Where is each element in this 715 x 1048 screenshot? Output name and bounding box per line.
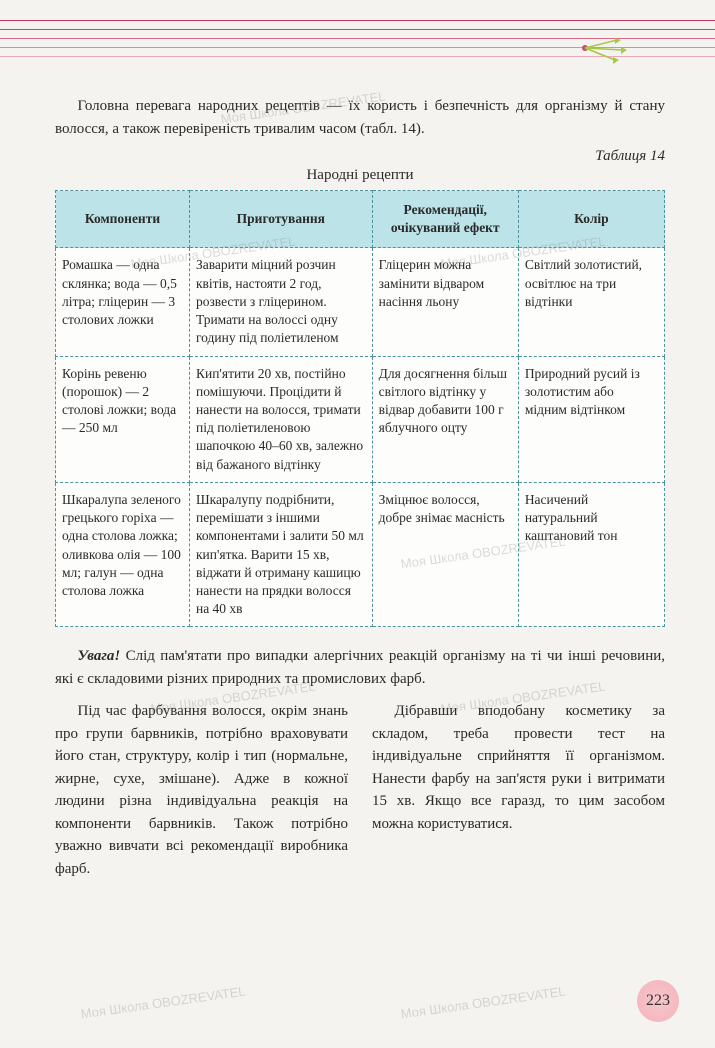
intro-paragraph: Головна перевага народних рецептів — їх … <box>55 95 665 140</box>
table-cell: Кип'ятити 20 хв, постійно помішуючи. Про… <box>189 356 372 482</box>
table-header-cell: Приготування <box>189 191 372 248</box>
table-cell: Ромашка — одна склянка; вода — 0,5 літра… <box>56 248 190 356</box>
table-number-label: Таблиця 14 <box>55 148 665 165</box>
table-cell: Заварити міцний розчин квітів, настояти … <box>189 248 372 356</box>
table-cell: Корінь ревеню (порошок) — 2 столові ложк… <box>56 356 190 482</box>
page-number: 223 <box>646 992 670 1010</box>
table-cell: Гліцерин можна замінити відваром насіння… <box>372 248 518 356</box>
attention-label: Увага! <box>78 648 121 664</box>
two-column-layout: Під час фарбування волосся, окрім знань … <box>55 700 665 880</box>
table-header-row: Компоненти Приготування Рекомендації, оч… <box>56 191 665 248</box>
right-column-text: Дібравши вподобану косметику за складом,… <box>372 700 665 835</box>
right-column: Дібравши вподобану косметику за складом,… <box>372 700 665 880</box>
table-cell: Зміцнює волосся, добре знімає масність <box>372 482 518 627</box>
table-header-cell: Колір <box>518 191 664 248</box>
header-decoration-icon <box>575 30 635 70</box>
left-column: Під час фарбування волосся, окрім знань … <box>55 700 348 880</box>
table-cell: Шкаралупа зеленого грецького горіха — од… <box>56 482 190 627</box>
table-row: Шкаралупа зеленого грецького горіха — од… <box>56 482 665 627</box>
attention-paragraph: Увага! Слід пам'ятати про випадки алергі… <box>55 645 665 690</box>
recipes-table: Компоненти Приготування Рекомендації, оч… <box>55 190 665 627</box>
table-row: Корінь ревеню (порошок) — 2 столові ложк… <box>56 356 665 482</box>
page-container: Головна перевага народних рецептів — їх … <box>0 0 715 1048</box>
table-title: Народні рецепти <box>55 167 665 184</box>
left-column-text: Під час фарбування волосся, окрім знань … <box>55 700 348 880</box>
watermark-text: Моя Школа OBOZREVATEL <box>400 984 567 1022</box>
content-area: Головна перевага народних рецептів — їх … <box>0 65 715 880</box>
table-cell: Світлий золотистий, освітлює на три відт… <box>518 248 664 356</box>
watermark-text: Моя Школа OBOZREVATEL <box>80 984 247 1022</box>
table-header-cell: Рекомендації, очікуваний ефект <box>372 191 518 248</box>
table-cell: Насичений натуральний каштановий тон <box>518 482 664 627</box>
header-line <box>0 20 715 21</box>
attention-text: Слід пам'ятати про випадки алергічних ре… <box>55 648 665 687</box>
table-cell: Для досягнення більш світлого відтінку у… <box>372 356 518 482</box>
table-row: Ромашка — одна склянка; вода — 0,5 літра… <box>56 248 665 356</box>
table-cell: Природний русий із золотистим або мідним… <box>518 356 664 482</box>
table-cell: Шкаралупу подрібнити, перемішати з іншим… <box>189 482 372 627</box>
table-header-cell: Компоненти <box>56 191 190 248</box>
page-number-badge: 223 <box>637 980 679 1022</box>
